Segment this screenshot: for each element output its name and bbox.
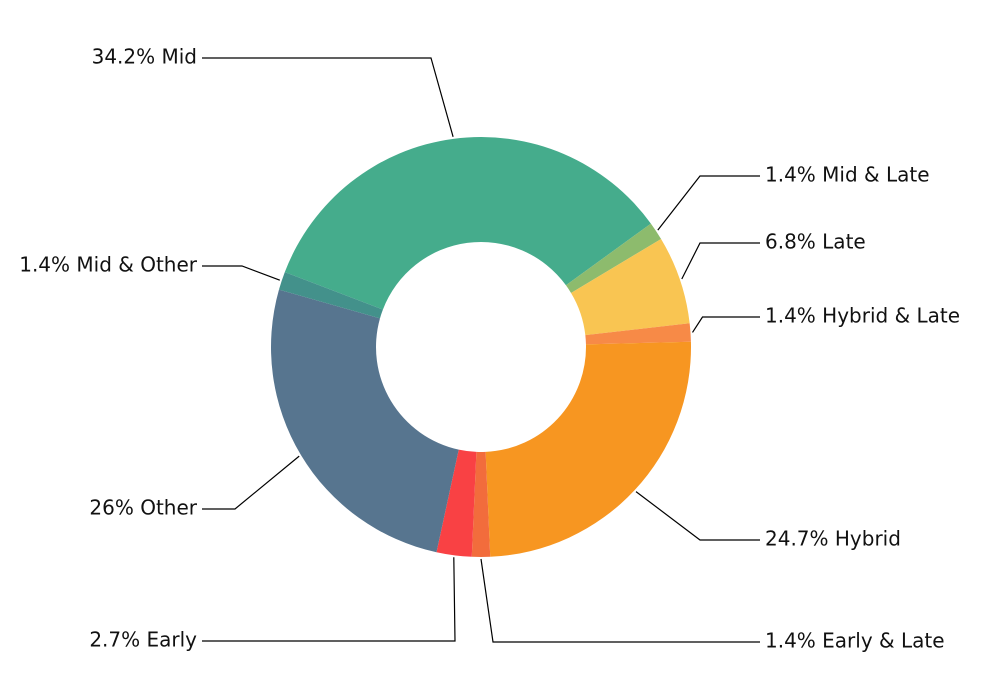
leader-line <box>691 316 760 333</box>
slice-mid-late <box>565 223 662 293</box>
leader-line <box>202 455 300 510</box>
leader-line <box>202 557 456 642</box>
slice-label: 1.4% Mid & Other <box>19 253 198 277</box>
slice-other <box>271 289 459 553</box>
slice-hybrid <box>485 341 691 557</box>
leader-line <box>681 242 760 280</box>
labels-group: 34.2% Mid 1.4% Mid & Late 6.8% Late 1.4% Hy… <box>19 45 960 653</box>
slice-label: 6.8% Late <box>765 230 866 254</box>
leader-line <box>635 491 760 541</box>
leader-lines-group <box>202 57 760 643</box>
slice-label: 1.4% Mid & Late <box>765 163 930 187</box>
slice-late <box>571 238 690 336</box>
leader-line <box>657 175 760 231</box>
slices-group <box>271 137 691 557</box>
slice-mid <box>284 137 651 310</box>
slice-label: 26% Other <box>89 496 197 520</box>
slice-label: 1.4% Hybrid & Late <box>765 304 960 328</box>
leader-line <box>480 558 760 643</box>
slice-mid-other <box>278 272 383 319</box>
slice-label: 34.2% Mid <box>92 45 197 69</box>
slice-early-late <box>471 451 491 557</box>
slice-hybrid-late <box>585 323 691 345</box>
leader-line <box>202 265 281 281</box>
slice-label: 1.4% Early & Late <box>765 629 945 653</box>
leader-line <box>202 57 454 137</box>
slice-label: 2.7% Early <box>89 628 197 652</box>
slice-early <box>436 449 477 557</box>
slice-label: 24.7% Hybrid <box>765 527 901 551</box>
